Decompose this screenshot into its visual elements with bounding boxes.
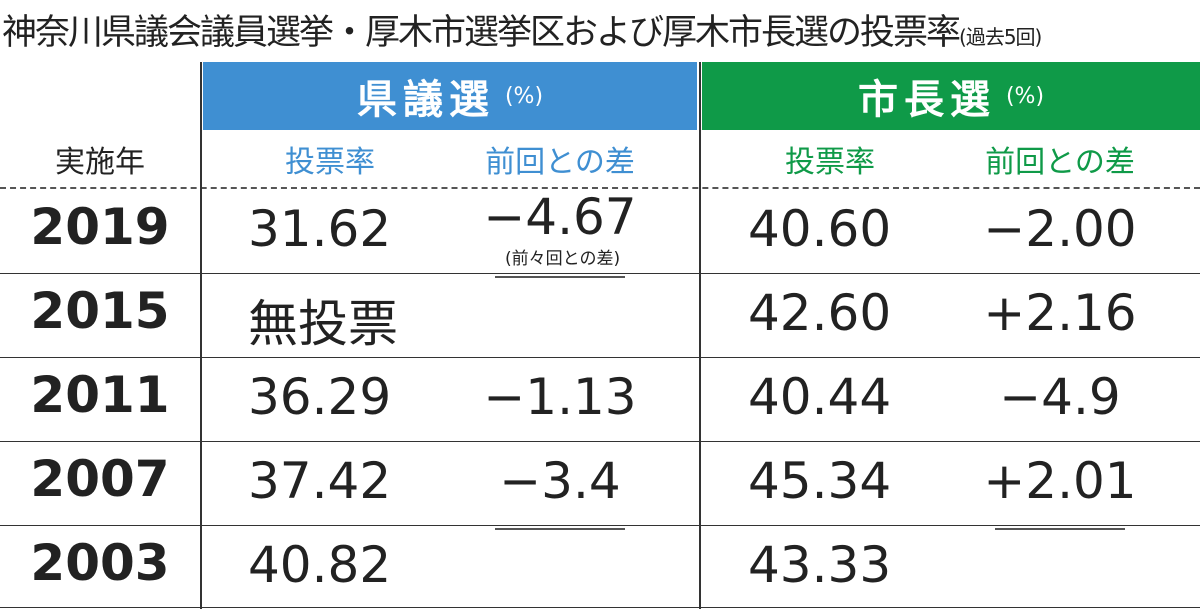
- bottom-rule: [0, 607, 1200, 608]
- cell: 40.44: [748, 368, 892, 426]
- cell: 37.42: [248, 452, 392, 510]
- group-header: 県議選 (%): [203, 62, 697, 130]
- cell: 31.62: [248, 200, 392, 258]
- year: 2003: [30, 534, 170, 592]
- empty-dash: [495, 276, 625, 278]
- cell: 36.29: [248, 368, 392, 426]
- column-header: 前回との差: [485, 145, 635, 180]
- column-header: 実施年: [55, 145, 145, 180]
- column-rule: [699, 62, 701, 609]
- row-rule: [0, 273, 1200, 274]
- cell: +2.16: [983, 284, 1137, 342]
- cell: 無投票: [248, 295, 398, 353]
- title: 神奈川県議会議員選挙・厚木市選挙区および厚木市長選の投票率: [2, 13, 961, 53]
- cell: −1.13: [483, 368, 637, 426]
- dashed-rule: [0, 187, 1200, 189]
- cell: 45.34: [748, 452, 892, 510]
- column-rule: [200, 62, 202, 609]
- cell: −2.00: [983, 200, 1137, 258]
- group-unit: (%): [504, 83, 544, 109]
- year: 2011: [30, 366, 170, 424]
- cell: +2.01: [983, 452, 1137, 510]
- cell: −4.9: [999, 368, 1121, 426]
- row-rule: [0, 441, 1200, 442]
- group-header: 市長選 (%): [702, 62, 1200, 130]
- cell: 40.60: [748, 200, 892, 258]
- group-label: 市長選: [857, 77, 996, 123]
- year: 2019: [30, 198, 170, 256]
- empty-dash: [995, 528, 1125, 530]
- group-label: 県議選: [356, 77, 495, 123]
- column-header: 投票率: [285, 145, 375, 180]
- subtitle: (過去5回): [959, 25, 1042, 49]
- cell: −3.4: [499, 452, 621, 510]
- column-header: 投票率: [785, 145, 875, 180]
- cell: 40.82: [248, 536, 392, 594]
- year: 2015: [30, 282, 170, 340]
- column-header: 前回との差: [985, 145, 1135, 180]
- row-rule: [0, 525, 1200, 526]
- cell: 42.60: [748, 284, 892, 342]
- cell: −4.67: [483, 188, 637, 246]
- group-unit: (%): [1005, 83, 1045, 109]
- cell-note: (前々回との差): [505, 249, 621, 269]
- year: 2007: [30, 450, 170, 508]
- row-rule: [0, 357, 1200, 358]
- title-wrap: 神奈川県議会議員選挙・厚木市選挙区および厚木市長選の投票率(過去5回): [2, 4, 1042, 55]
- cell: 43.33: [748, 536, 892, 594]
- empty-dash: [495, 528, 625, 530]
